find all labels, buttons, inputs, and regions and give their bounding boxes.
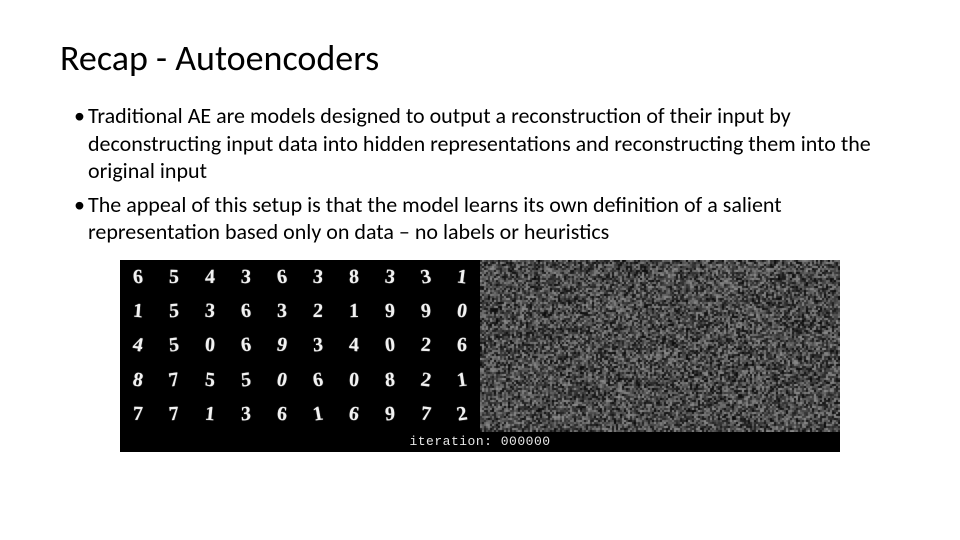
digit-cell: 5 — [227, 360, 266, 399]
digit-cell: 2 — [441, 395, 484, 434]
digit-cell: 4 — [117, 326, 159, 365]
digit-cell: 2 — [406, 328, 445, 364]
digit-cell: 1 — [336, 294, 372, 329]
digit-cell: 5 — [156, 292, 192, 329]
digit-cell: 8 — [335, 258, 372, 296]
digit-cell: 4 — [336, 327, 373, 364]
noise-panel — [480, 260, 840, 432]
digit-cell: 3 — [264, 294, 300, 329]
digit-cell: 9 — [261, 327, 302, 365]
digit-cell: 0 — [370, 327, 409, 363]
digit-cell: 7 — [406, 395, 445, 434]
digit-cell: 6 — [119, 260, 157, 294]
digit-cell: 2 — [299, 294, 337, 328]
digit-cell: 6 — [334, 395, 375, 434]
bullet-item: The appeal of this setup is that the mod… — [74, 191, 900, 246]
digit-cell: 9 — [407, 293, 446, 329]
digit-cell: 3 — [405, 258, 447, 296]
digit-cell: 6 — [263, 395, 301, 433]
digit-cell: 0 — [191, 326, 229, 365]
digit-cell: 3 — [299, 258, 338, 296]
digit-cell: 4 — [191, 259, 228, 295]
digit-cell: 0 — [442, 293, 483, 330]
digit-cell: 7 — [120, 396, 156, 432]
digit-cell: 6 — [226, 293, 266, 329]
figure: 6543638331153632199045069340268755060821… — [120, 260, 840, 432]
digit-cell: 1 — [442, 361, 483, 399]
iteration-label: iteration: 000000 — [120, 432, 840, 452]
digit-cell: 6 — [444, 328, 481, 363]
digit-cell: 6 — [297, 360, 339, 399]
digit-cell: 7 — [154, 396, 194, 432]
digit-cell: 3 — [191, 293, 230, 329]
digit-cell: 1 — [442, 257, 482, 296]
digit-cell: 8 — [371, 360, 410, 399]
digit-cell: 2 — [405, 361, 447, 399]
digit-cell: 5 — [155, 326, 194, 365]
bullet-item: Traditional AE are models designed to ou… — [74, 102, 900, 185]
digit-cell: 6 — [262, 258, 303, 295]
digit-cell: 1 — [119, 292, 157, 330]
digit-cell: 9 — [372, 293, 409, 329]
noise-canvas — [480, 260, 840, 432]
digits-panel: 6543638331153632199045069340268755060821… — [120, 260, 480, 432]
digit-cell: 3 — [299, 327, 337, 365]
digit-cell: 1 — [190, 396, 229, 433]
digit-cell: 9 — [371, 395, 409, 434]
digits-grid: 6543638331153632199045069340268755060821… — [120, 260, 480, 432]
digit-cell: 3 — [227, 258, 265, 294]
figure-container: 6543638331153632199045069340268755060821… — [60, 260, 900, 452]
digit-cell: 5 — [191, 360, 229, 399]
bullet-list: Traditional AE are models designed to ou… — [60, 102, 900, 246]
slide: Recap - Autoencoders Traditional AE are … — [0, 0, 960, 540]
digit-cell: 3 — [228, 395, 265, 433]
slide-title: Recap - Autoencoders — [60, 36, 900, 80]
digit-cell: 0 — [335, 360, 373, 399]
digit-cell: 7 — [153, 361, 195, 399]
digit-cell: 5 — [156, 259, 193, 294]
